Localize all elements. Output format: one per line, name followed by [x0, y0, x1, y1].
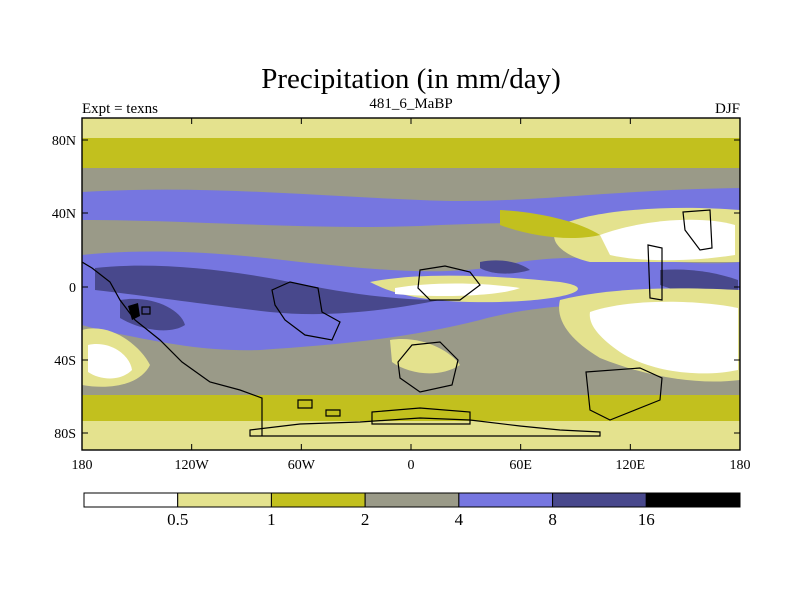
colorbar-level-label: 0.5 — [167, 510, 188, 529]
experiment-label: Expt = texns — [82, 101, 158, 117]
colorbar-swatch — [177, 492, 272, 508]
continent-outlines — [82, 209, 713, 437]
field-region-dry-eastmid — [500, 210, 600, 239]
precipitation-field — [82, 118, 740, 450]
field-region-deep-band-a — [95, 265, 440, 315]
colorbar-level-label: 16 — [638, 510, 655, 529]
colorbar-level-label: 4 — [455, 510, 464, 529]
x-tick-label: 120W — [175, 458, 210, 473]
x-tick-label: 180 — [72, 458, 93, 473]
colorbar-legend: 0.5 1 2 4 8 16 — [83, 492, 741, 529]
outline-island-a — [297, 399, 313, 409]
colorbar-swatch — [458, 492, 554, 508]
field-region-southwest-arid — [88, 344, 132, 379]
y-tick-label: 80S — [54, 427, 76, 442]
outline-south-america — [271, 281, 341, 341]
outline-island-b — [325, 409, 341, 417]
field-region-dry-atlantic-south — [390, 339, 460, 374]
y-tick-label: 40N — [52, 207, 76, 222]
outline-west-coast — [82, 261, 263, 436]
y-tick-label: 0 — [69, 281, 76, 296]
field-band-north-yellow — [82, 138, 740, 168]
field-region-southpac-arid — [589, 301, 738, 374]
colorbar-level-label: 2 — [361, 510, 370, 529]
outline-asia — [647, 244, 663, 301]
x-tick-label: 60W — [288, 458, 316, 473]
outline-africa — [417, 265, 481, 301]
y-tick-label: 80N — [52, 134, 76, 149]
outline-australia — [585, 367, 663, 421]
y-axis: 80N 40N 0 40S 80S — [52, 134, 740, 442]
colorbar-level-label: 8 — [548, 510, 557, 529]
field-region-storm-track — [82, 188, 740, 227]
x-axis: 180 120W 60W 0 60E 120E 180 — [72, 118, 751, 473]
colorbar-swatch — [270, 492, 366, 508]
field-region-sahara — [395, 283, 520, 296]
colorbar-level-label: 1 — [267, 510, 276, 529]
chart-subtitle: 481_6_MaBP — [369, 96, 452, 112]
x-tick-label: 180 — [730, 458, 751, 473]
colorbar-swatch — [83, 492, 179, 508]
season-label: DJF — [715, 101, 740, 117]
field-band-south-yellow — [82, 395, 740, 421]
field-region-deep-band-c — [480, 260, 530, 274]
outline-antarctica — [249, 417, 601, 437]
outline-africa-south — [397, 341, 459, 393]
y-tick-label: 40S — [54, 354, 76, 369]
x-tick-label: 120E — [616, 458, 646, 473]
field-band-north-light — [82, 118, 740, 138]
colorbar-swatch — [645, 492, 741, 508]
field-region-max-core — [128, 303, 140, 320]
outline-antarctic-shelf — [371, 407, 471, 425]
x-tick-label: 60E — [509, 458, 532, 473]
outline-island-c — [141, 306, 151, 315]
outline-asia-north — [682, 209, 713, 251]
colorbar-swatch — [552, 492, 647, 508]
chart-title: Precipitation (in mm/day) — [261, 63, 561, 95]
x-tick-label: 0 — [408, 458, 415, 473]
colorbar-swatch — [364, 492, 460, 508]
